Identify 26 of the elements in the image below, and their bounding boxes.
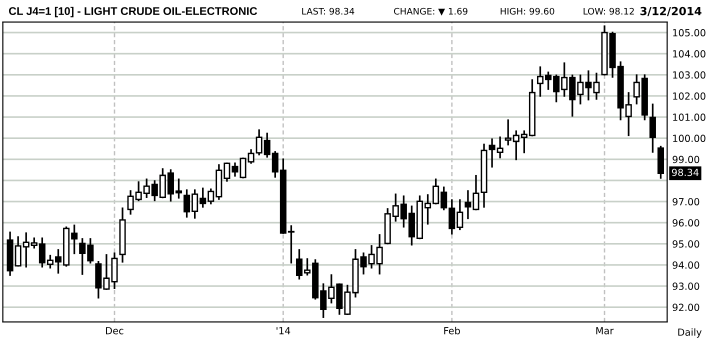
text: LAST: 98.34: [302, 8, 354, 15]
x-tick-label: Dec: [106, 327, 124, 334]
y-tick-label: 105.00: [673, 29, 706, 36]
x-tick-label: Mar: [596, 327, 614, 334]
chart-title: CL J4=1 [10] - LIGHT CRUDE OIL-ELECTRONIC: [8, 6, 258, 18]
x-tick-label: '14: [276, 327, 290, 334]
y-tick-label: 96.00: [672, 219, 700, 227]
y-tick-label: 92.00: [672, 304, 700, 312]
y-tick-label: 97.00: [672, 198, 700, 206]
annotation: 98.34: [672, 168, 699, 176]
y-tick-label: 102.00: [673, 92, 706, 100]
y-tick-label: 103.00: [673, 71, 706, 79]
x-tick-label: Feb: [444, 326, 460, 334]
y-tick-label: 104.00: [673, 50, 706, 58]
y-tick-label: 94.00: [672, 261, 700, 269]
text: Daily: [678, 328, 702, 338]
text: 3/12/2014: [640, 6, 702, 16]
y-tick-label: 99.00: [672, 156, 700, 164]
text: LOW: 98.12: [584, 8, 634, 15]
text: HIGH: 99.60: [500, 8, 554, 15]
y-tick-label: 95.00: [672, 240, 700, 248]
y-tick-label: 100.00: [673, 134, 706, 142]
y-tick-label: 93.00: [672, 282, 700, 290]
candlestick: [649, 104, 656, 153]
y-tick-label: 101.00: [673, 114, 706, 121]
text: CHANGE: ▼ 1.69: [394, 8, 468, 16]
